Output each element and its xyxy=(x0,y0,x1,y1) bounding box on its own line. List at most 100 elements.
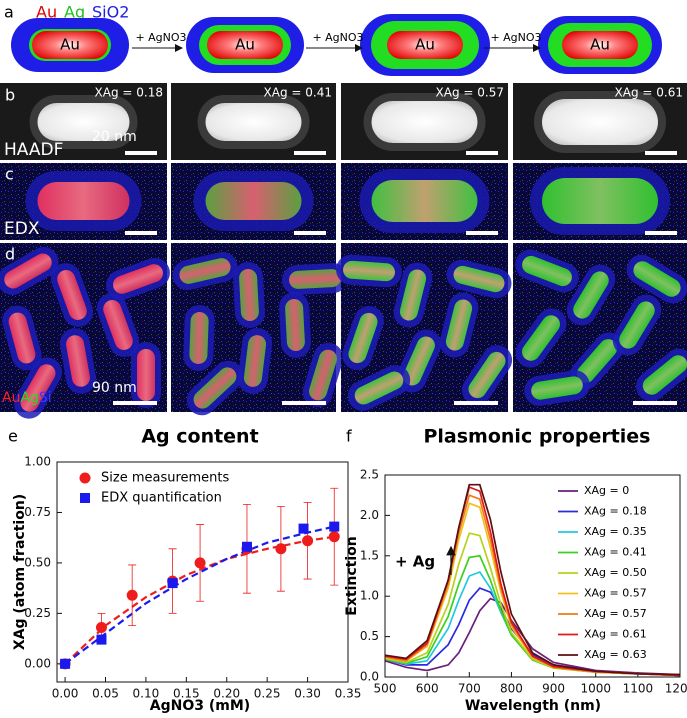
charts: e Ag content AgNO3 (mM) XAg (atom fraction)… xyxy=(8,426,687,715)
scale-bar xyxy=(633,401,677,405)
mode-label: EDX xyxy=(4,219,40,239)
x-tick-label: 800 xyxy=(500,682,523,696)
arrow-label: + AgNO3 xyxy=(312,31,363,44)
panel-label: d xyxy=(5,245,15,264)
rod-core xyxy=(113,264,163,294)
spectrum xyxy=(384,483,681,676)
y-tick-label: 0.25 xyxy=(24,606,51,620)
legend-ag: Ag xyxy=(64,3,85,22)
nanorod xyxy=(524,370,590,406)
nanorod xyxy=(393,262,433,328)
nanorod xyxy=(282,263,348,295)
panel-label: b xyxy=(5,86,15,105)
micrographs: XAg = 0.18 XAg = 0.41 XAg = 0.57 XAg = 0.61… xyxy=(0,83,687,419)
nanorod xyxy=(439,292,479,358)
rod-core xyxy=(399,269,427,321)
scale-bar xyxy=(125,151,157,155)
core-label: Au xyxy=(235,36,255,54)
edx-core xyxy=(542,178,658,224)
spectrum xyxy=(384,597,681,676)
point xyxy=(275,543,287,555)
scale-bar xyxy=(466,151,498,155)
rod-core xyxy=(103,300,133,350)
legend-label: XAg = 0 xyxy=(584,484,629,497)
rod-core xyxy=(522,255,572,287)
scale-bar xyxy=(454,401,498,405)
rod-core xyxy=(66,335,90,387)
composition: XAg = 0.41 xyxy=(264,86,332,100)
legend-label: EDX quantification xyxy=(101,491,222,506)
rod-core xyxy=(522,315,560,361)
rod-core xyxy=(354,371,404,405)
legend-label: XAg = 0.61 xyxy=(584,628,647,641)
core-au xyxy=(562,31,638,59)
legend-label: XAg = 0.35 xyxy=(584,525,647,538)
scale-bar xyxy=(294,151,326,155)
x-tick-label: 1100 xyxy=(623,682,654,696)
rod-core xyxy=(137,349,155,401)
scale-bar xyxy=(645,231,677,235)
y-tick-label: 0.75 xyxy=(24,505,51,519)
nanorod xyxy=(515,249,579,293)
element: Au xyxy=(2,390,20,406)
nanorod xyxy=(347,365,411,411)
nanorod xyxy=(50,263,94,327)
haadf-rod xyxy=(542,99,658,145)
rod-core xyxy=(445,299,473,351)
x-tick-label: 0.20 xyxy=(213,687,240,701)
arrow-label: + AgNO3 xyxy=(490,31,541,44)
panel-a: a Au Ag SiO2 Au Au Au Au+ AgNO3 + AgNO3 + AgN… xyxy=(4,3,662,76)
nanorod xyxy=(106,257,170,301)
y-axis-label: Extinction xyxy=(344,536,360,615)
x-tick-label: 0.30 xyxy=(294,687,321,701)
nanorod xyxy=(636,348,687,402)
scale-bar xyxy=(125,231,157,235)
legend-label: XAg = 0.57 xyxy=(584,607,647,620)
x-tick-label: 0.00 xyxy=(52,687,79,701)
rod-core xyxy=(289,269,341,289)
edx-core xyxy=(205,182,302,220)
nanorod xyxy=(302,342,344,408)
core-au xyxy=(387,31,463,59)
y-tick-label: 1.00 xyxy=(24,455,51,469)
legend-label: XAg = 0.63 xyxy=(584,648,647,661)
chart-title: Ag content xyxy=(141,426,258,448)
edx-core xyxy=(371,180,478,222)
x-tick-label: 900 xyxy=(542,682,565,696)
core-label: Au xyxy=(60,36,80,54)
rod-core xyxy=(309,349,337,401)
nanorod xyxy=(172,251,238,291)
nanorod xyxy=(515,308,567,368)
nanorod xyxy=(183,305,215,371)
point xyxy=(194,557,206,569)
scale-label: 90 nm xyxy=(92,380,137,396)
point xyxy=(95,622,107,634)
rod-core xyxy=(348,312,378,364)
y-axis-label: XAg (atom fraction) xyxy=(12,494,28,650)
composition: XAg = 0.61 xyxy=(615,86,683,100)
x-tick-label: 0.05 xyxy=(92,687,119,701)
haadf-rod xyxy=(37,103,130,141)
rod-core xyxy=(343,260,395,282)
edx-core xyxy=(37,182,130,220)
core-label: Au xyxy=(590,36,610,54)
x-tick-label: 600 xyxy=(416,682,439,696)
rod-core xyxy=(633,261,681,297)
annotation: + Ag xyxy=(395,553,435,571)
y-tick-label: 2.0 xyxy=(360,508,379,522)
legend-sio2: SiO2 xyxy=(92,3,129,22)
rod-core xyxy=(189,312,209,364)
y-tick-label: 0.0 xyxy=(360,670,379,684)
rod-core xyxy=(403,336,435,386)
point xyxy=(60,658,71,669)
y-tick-label: 2.5 xyxy=(360,468,379,482)
nanorod xyxy=(626,254,687,304)
legend-label: Size measurements xyxy=(101,471,230,486)
fit-line xyxy=(64,525,335,665)
core-au xyxy=(207,31,283,59)
nanorod xyxy=(0,247,59,295)
scale-bar xyxy=(294,231,326,235)
x-tick-label: 500 xyxy=(374,682,397,696)
rod-core xyxy=(179,258,231,284)
haadf-rod xyxy=(371,101,478,143)
